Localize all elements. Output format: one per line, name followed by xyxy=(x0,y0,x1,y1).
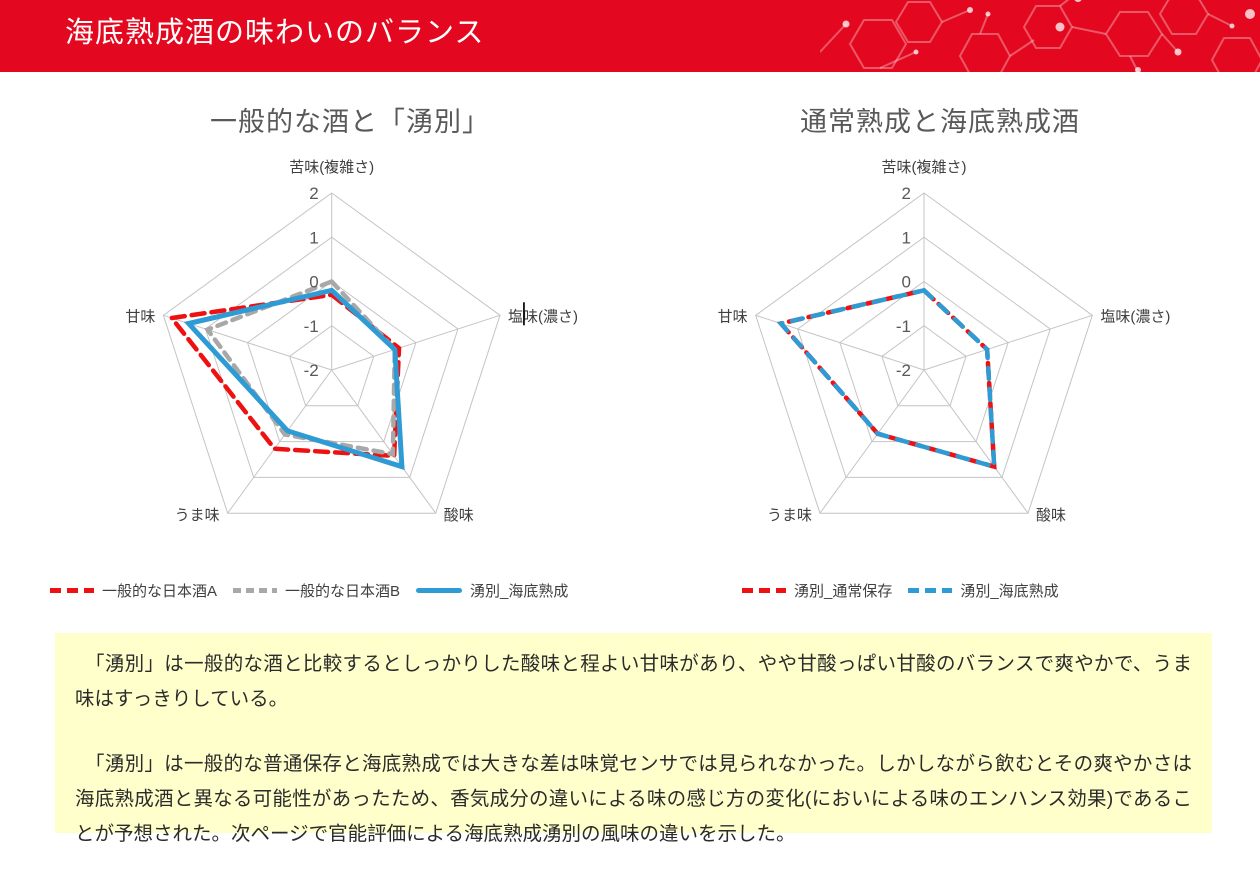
axis-label-2: 酸味 xyxy=(444,507,474,524)
legend-marker-dashed-line xyxy=(742,588,786,593)
legend-item: 一般的な日本酒B xyxy=(233,580,400,601)
grid-spokes xyxy=(755,193,1093,514)
radial-tick-label: 2 xyxy=(309,184,318,203)
axis-label-4: 甘味 xyxy=(718,308,748,325)
legend-marker-dashed-line xyxy=(50,588,94,593)
radial-tick-label: -2 xyxy=(304,361,319,380)
radial-tick-label: -1 xyxy=(304,317,319,336)
radial-tick-label: 0 xyxy=(902,273,911,292)
axis-label-2: 酸味 xyxy=(1036,507,1066,524)
axis-label-1: 塩味(濃さ) xyxy=(1100,308,1170,325)
radial-tick-label: 1 xyxy=(902,228,911,247)
radial-tick-label: 2 xyxy=(902,184,911,203)
axis-label-3: うま味 xyxy=(175,507,220,524)
legend-item: 一般的な日本酒A xyxy=(50,580,217,601)
axis-label-1[interactable]: 塩味(濃さ) xyxy=(508,308,578,325)
legend-marker-solid-line xyxy=(416,588,463,593)
notes-box: 「湧別」は一般的な酒と比較するとしっかりした酸味と程よい甘味があり、やや甘酸っぱ… xyxy=(55,633,1212,845)
axis-label-0: 苦味(複雑さ) xyxy=(882,159,967,176)
chart-title-right: 通常熟成と海底熟成酒 xyxy=(800,107,1080,137)
legend-label: 湧別_海底熟成 xyxy=(470,583,569,600)
page-title: 海底熟成酒の味わいのバランス xyxy=(65,17,485,49)
legend-right: 湧別_通常保存 湧別_海底熟成 xyxy=(742,580,1059,601)
chart-title-left: 一般的な酒と「湧別」 xyxy=(210,107,490,137)
legend-marker-dashed-line xyxy=(908,588,953,593)
radar-chart-left[interactable]: 2 1 0 -1 -2 苦味(複雑さ) 塩味(濃さ) 酸味 うま味 甘味 xyxy=(40,130,660,570)
notes-paragraph-2: 「湧別」は一般的な普通保存と海底熟成では大きな差は味覚センサでは見られなかった。… xyxy=(75,753,1192,845)
legend-item: 湧別_海底熟成 xyxy=(908,580,1059,601)
axis-label-3: うま味 xyxy=(767,507,812,524)
legend-label: 湧別_通常保存 xyxy=(794,583,893,600)
notes-paragraph-1: 「湧別」は一般的な酒と比較するとしっかりした酸味と程よい甘味があり、やや甘酸っぱ… xyxy=(75,653,1192,710)
legend-marker-dashed-line xyxy=(233,588,278,593)
legend-label: 一般的な日本酒A xyxy=(102,583,218,600)
legend-label: 湧別_海底熟成 xyxy=(960,583,1059,600)
radial-tick-label: 1 xyxy=(309,228,318,247)
header-banner: 海底熟成酒の味わいのバランス xyxy=(0,0,1260,72)
radar-series-2 xyxy=(183,287,405,471)
radial-tick-label: -1 xyxy=(896,317,911,336)
radar-chart-right[interactable]: 2 1 0 -1 -2 苦味(複雑さ) 塩味(濃さ) 酸味 うま味 甘味 xyxy=(660,130,1220,570)
radar-series-1 xyxy=(776,287,997,470)
legend-label: 一般的な日本酒B xyxy=(285,583,401,600)
legend-item: 湧別_海底熟成 xyxy=(416,580,568,601)
axis-label-0: 苦味(複雑さ) xyxy=(289,159,374,176)
circuit-pattern-decoration xyxy=(820,0,1260,72)
text-cursor[interactable] xyxy=(523,302,525,326)
legend-item: 湧別_通常保存 xyxy=(742,580,892,601)
axis-label-4: 甘味 xyxy=(125,308,155,325)
legend-left: 一般的な日本酒A 一般的な日本酒B 湧別_海底熟成 xyxy=(50,580,568,601)
radial-tick-label: -2 xyxy=(896,361,911,380)
radial-tick-label: 0 xyxy=(309,273,318,292)
